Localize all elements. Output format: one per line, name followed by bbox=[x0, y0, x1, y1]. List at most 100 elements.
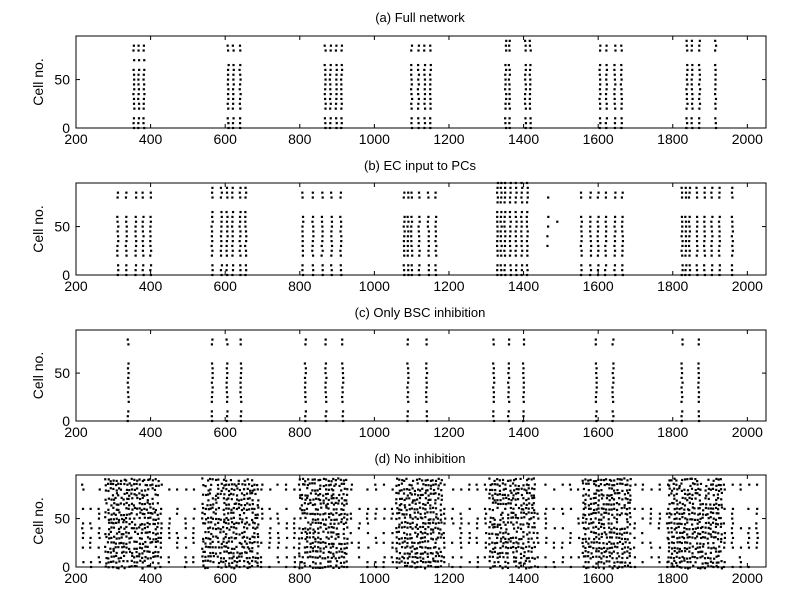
spike-point bbox=[135, 191, 138, 194]
spike-point bbox=[626, 479, 629, 482]
spike-point bbox=[533, 526, 536, 529]
spike-point bbox=[301, 244, 304, 248]
spike-point bbox=[521, 186, 524, 189]
spike-point bbox=[714, 536, 717, 539]
spike-point bbox=[239, 338, 242, 341]
spike-point bbox=[210, 415, 213, 418]
spike-point bbox=[133, 517, 136, 520]
spike-point bbox=[120, 551, 124, 554]
spike-point bbox=[691, 97, 694, 101]
spike-point bbox=[357, 546, 360, 549]
x-tick-label: 1800 bbox=[657, 278, 688, 294]
spike-point bbox=[232, 552, 235, 555]
spike-point bbox=[132, 126, 136, 130]
spike-point bbox=[349, 532, 352, 535]
spike-point bbox=[443, 561, 446, 564]
spike-point bbox=[525, 491, 529, 495]
spike-point bbox=[520, 254, 523, 257]
spike-point bbox=[147, 516, 150, 520]
spike-point bbox=[107, 566, 110, 569]
x-tick-label: 600 bbox=[214, 570, 238, 586]
spike-point bbox=[119, 556, 123, 560]
spike-point bbox=[425, 343, 428, 346]
spike-point bbox=[211, 517, 214, 520]
spike-point bbox=[269, 488, 272, 491]
spike-point bbox=[395, 547, 398, 550]
spike-point bbox=[686, 68, 689, 71]
spike-point bbox=[116, 273, 119, 277]
spike-point bbox=[316, 566, 320, 569]
spike-point bbox=[312, 235, 315, 238]
spike-point bbox=[514, 484, 517, 487]
spike-point bbox=[496, 478, 499, 481]
spike-point bbox=[109, 518, 113, 521]
spike-point bbox=[124, 244, 127, 248]
spike-point bbox=[613, 479, 616, 482]
spike-point bbox=[451, 507, 454, 510]
spike-point bbox=[589, 196, 592, 199]
spike-point bbox=[159, 536, 162, 540]
spike-point bbox=[435, 215, 438, 218]
spike-point bbox=[437, 487, 440, 490]
spike-point bbox=[277, 561, 280, 564]
spike-point bbox=[747, 565, 750, 569]
spike-point bbox=[413, 511, 416, 514]
spike-point bbox=[276, 517, 279, 520]
spike-point bbox=[141, 528, 144, 531]
spike-point bbox=[406, 521, 409, 525]
spike-point bbox=[382, 561, 385, 564]
spike-point bbox=[125, 215, 128, 218]
spike-point bbox=[248, 547, 251, 550]
y-axis-label: Cell no. bbox=[30, 497, 46, 544]
spike-point bbox=[685, 97, 688, 101]
spike-point bbox=[600, 493, 603, 496]
spike-point bbox=[242, 488, 246, 491]
spike-point bbox=[731, 273, 734, 277]
spike-point bbox=[201, 477, 204, 480]
spike-point bbox=[440, 559, 443, 563]
spike-point bbox=[335, 508, 338, 511]
spike-point bbox=[533, 488, 536, 491]
spike-point bbox=[405, 488, 409, 491]
spike-point bbox=[416, 511, 420, 514]
spike-point bbox=[225, 186, 229, 189]
spike-point bbox=[712, 494, 715, 497]
spike-point bbox=[504, 541, 507, 544]
spike-point bbox=[526, 235, 529, 238]
spike-point bbox=[207, 537, 210, 540]
spike-point bbox=[319, 493, 322, 496]
spike-point bbox=[532, 531, 535, 534]
spike-point bbox=[314, 556, 317, 559]
spike-point bbox=[599, 525, 603, 528]
spike-point bbox=[130, 477, 133, 480]
spike-point bbox=[121, 517, 124, 521]
spike-point bbox=[623, 527, 626, 530]
spike-point bbox=[106, 541, 110, 544]
spike-point bbox=[235, 564, 238, 567]
spike-point bbox=[705, 494, 708, 497]
spike-point bbox=[251, 503, 254, 506]
spike-point bbox=[678, 501, 682, 504]
spike-point bbox=[335, 546, 338, 550]
spike-point bbox=[340, 97, 343, 101]
spike-point bbox=[324, 88, 327, 91]
spike-point bbox=[210, 516, 213, 519]
spike-point bbox=[232, 506, 235, 510]
spike-point bbox=[301, 235, 304, 238]
spike-point bbox=[580, 235, 583, 238]
spike-point bbox=[512, 516, 515, 519]
panel-title: (b) EC input to PCs bbox=[364, 158, 476, 173]
spike-point bbox=[313, 513, 317, 516]
spike-point bbox=[608, 555, 612, 558]
spike-point bbox=[673, 508, 676, 511]
spike-point bbox=[416, 527, 419, 530]
spike-point bbox=[426, 511, 429, 514]
spike-point bbox=[405, 477, 408, 480]
spike-point bbox=[595, 547, 598, 550]
spike-point bbox=[620, 44, 623, 47]
spike-point bbox=[125, 513, 128, 516]
spike-point bbox=[514, 516, 518, 519]
spike-point bbox=[223, 520, 226, 524]
spike-point bbox=[621, 566, 624, 569]
spike-point bbox=[425, 338, 428, 341]
